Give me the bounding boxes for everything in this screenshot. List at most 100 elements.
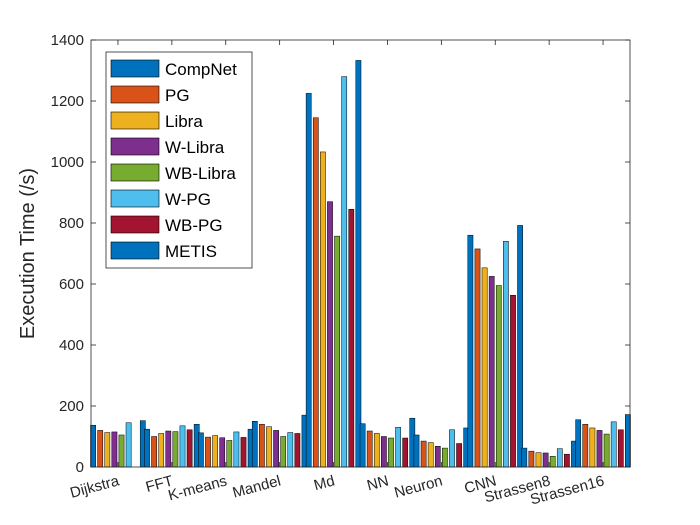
bar-dijkstra-pg [97,430,104,468]
x-tick-label-nn: NN [365,472,390,494]
legend-label-w-pg: W-PG [165,190,211,209]
bar-md-compnet [305,93,312,468]
bar-k-means-wb-libra [226,440,233,468]
bar-cnn-metis [517,225,523,468]
y-axis-ticks: 0 200 400 600 800 1000 1200 1400 [51,32,630,476]
bar-neuron-w-libra [434,446,441,468]
bar-strassen16-pg [582,424,589,468]
bar-cnn-w-libra [488,276,495,468]
legend-label-wb-libra: WB-Libra [165,164,236,183]
y-axis-label: Execution Time (/s) [17,168,39,339]
bar-fft-compnet [144,428,150,468]
y-tick-label: 1200 [51,93,84,110]
x-tick-label-fft: FFT [144,472,175,496]
bar-md-libra [320,151,326,468]
y-tick-label: 800 [59,215,84,232]
bar-fft-wb-pg [186,429,193,468]
x-tick-label-mandel: Mandel [231,472,283,501]
bar-nn-w-libra [381,436,387,468]
x-tick-label-dijkstra: Dijkstra [68,472,121,502]
legend-box [105,51,253,269]
bar-neuron-wb-pg [456,443,462,468]
bar-dijkstra-w-libra [111,431,118,468]
y-tick-label: 1000 [51,154,84,171]
legend-swatch-w-libra [110,137,160,156]
bar-mandel-wb-pg [294,433,301,468]
bar-mandel-compnet [251,421,258,468]
x-tick-label-k-means: K-means [166,472,228,504]
bar-cnn-w-pg [503,241,509,468]
bar-cnn-pg [474,248,481,468]
legend-swatch-wb-libra [110,163,160,182]
bar-dijkstra-w-pg [125,422,132,468]
bar-strassen8-libra [535,452,542,468]
bar-neuron-w-pg [449,429,455,468]
bar-strassen8-w-pg [556,448,563,468]
legend-swatch-pg [110,85,160,104]
y-tick-label: 200 [59,398,84,415]
bar-strassen8-pg [528,450,535,468]
bar-fft-libra [158,433,165,468]
legend-swatch-libra [110,111,160,130]
bar-nn-w-pg [395,427,401,468]
legend-label-metis: METIS [165,242,217,261]
bar-mandel-w-libra [273,430,279,468]
bar-k-means-compnet [198,432,204,468]
legend-swatch-w-pg [110,189,160,208]
axes-frame [90,39,631,468]
bar-md-w-libra [327,201,333,468]
bar-md-pg [312,117,319,468]
bar-fft-pg [151,436,157,468]
bar-strassen8-wb-pg [564,453,570,468]
legend-label-compnet: CompNet [165,60,237,79]
bar-fft-w-pg [179,425,186,468]
bar-k-means-wb-pg [240,437,247,468]
bar-nn-libra [373,433,380,468]
y-tick-label: 600 [59,276,84,293]
axes-box [90,39,631,468]
bar-md-wb-libra [334,235,340,468]
legend-label-libra: Libra [165,112,203,131]
bar-fft-w-libra [165,430,172,468]
bar-strassen16-w-libra [596,430,603,468]
bar-strassen8-compnet [521,447,528,468]
bar-md-wb-pg [348,209,355,468]
bar-dijkstra-wb-libra [118,434,125,468]
bar-mandel-wb-libra [280,436,287,468]
legend-swatch-metis [110,241,160,260]
legend-swatch-wb-pg [110,215,160,234]
bar-nn-wb-pg [402,437,409,468]
bar-strassen16-w-pg [610,421,617,468]
bar-dijkstra-libra [104,432,111,468]
bar-k-means-libra [212,435,218,468]
legend-swatch-compnet [110,59,160,78]
bar-nn-compnet [359,423,366,468]
legend-label-wb-pg: WB-PG [165,216,223,235]
x-tick-label-md: Md [312,472,337,494]
y-tick-label: 0 [76,459,84,476]
bar-fft-wb-libra [172,431,179,468]
legend-label-w-libra: W-Libra [165,138,225,157]
bar-strassen8-wb-libra [549,456,556,468]
bar-nn-pg [366,430,373,468]
bar-k-means-pg [205,436,211,468]
bar-cnn-wb-libra [495,285,502,468]
bar-strassen8-w-libra [542,452,549,468]
bar-cnn-compnet [467,234,474,468]
x-tick-label-neuron: Neuron [392,472,444,501]
bar-mandel-libra [266,426,272,468]
bar-mandel-pg [259,424,265,468]
bar-strassen16-wb-pg [617,429,624,468]
y-tick-label: 400 [59,337,84,354]
bar-neuron-libra [427,442,434,468]
bar-cnn-libra [481,267,488,468]
bar-strassen16-wb-libra [603,433,610,468]
bar-strassen16-compnet [575,419,582,468]
bar-neuron-compnet [413,434,420,468]
bar-md-w-pg [341,76,348,468]
bar-k-means-w-libra [219,437,226,468]
bar-nn-wb-libra [388,437,394,468]
bar-strassen16-libra [589,427,596,468]
bar-mandel-w-pg [287,432,294,468]
